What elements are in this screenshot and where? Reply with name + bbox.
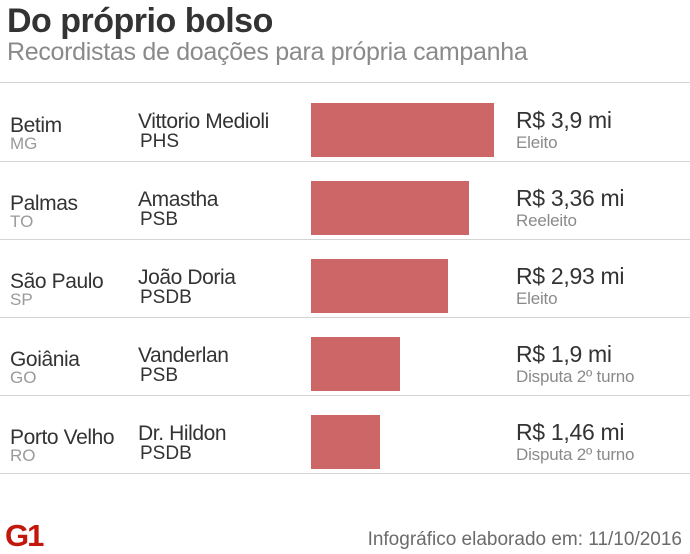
state-label: RO [10,446,36,465]
party-label: PSDB [140,443,192,464]
bar-porto-velho [311,415,380,469]
bar-palmas [311,181,469,235]
table-row: Porto Velho RO Dr. Hildon PSDB R$ 1,46 m… [0,395,690,474]
bar-sao-paulo [311,259,448,313]
status-label: Eleito [516,289,558,308]
bar-betim [311,103,494,157]
party-label: PSB [140,365,179,386]
state-label: MG [10,134,38,153]
state-label: GO [10,368,37,387]
state-label: TO [10,212,34,231]
city-label: Palmas [10,192,78,215]
status-label: Eleito [516,133,558,152]
value-label: R$ 3,36 mi [516,185,625,211]
value-label: R$ 1,46 mi [516,419,625,445]
status-label: Reeleito [516,211,577,230]
candidate-label: Dr. Hildon [138,422,227,445]
status-label: Disputa 2º turno [516,445,635,464]
party-label: PSDB [140,287,192,308]
bar-goiania [311,337,400,391]
state-label: SP [10,290,33,309]
party-label: PSB [140,209,179,230]
party-label: PHS [140,131,180,152]
table-row: São Paulo SP João Doria PSDB R$ 2,93 mi … [0,239,690,318]
city-label: Betim [10,114,62,137]
candidate-label: João Doria [138,266,236,289]
candidate-label: Vanderlan [138,344,229,367]
status-label: Disputa 2º turno [516,367,635,386]
city-label: Goiânia [10,348,80,371]
value-label: R$ 2,93 mi [516,263,625,289]
candidate-label: Amastha [138,188,219,211]
footer-credit: Infográfico elaborado em: 11/10/2016 [367,529,682,550]
chart-subtitle: Recordistas de doações para própria camp… [7,38,528,66]
city-label: São Paulo [10,270,104,293]
city-label: Porto Velho [10,426,115,449]
value-label: R$ 1,9 mi [516,341,612,367]
value-label: R$ 3,9 mi [516,107,612,133]
table-row: Palmas TO Amastha PSB R$ 3,36 mi Reeleit… [0,161,690,240]
table-row: Betim MG Vittorio Medioli PHS R$ 3,9 mi … [0,83,690,162]
chart-title: Do próprio bolso [7,2,273,40]
g1-logo-text: G1 [5,519,44,549]
table-row: Goiânia GO Vanderlan PSB R$ 1,9 mi Dispu… [0,317,690,396]
g1-logo-icon: G1 [5,519,44,549]
top-divider [0,82,690,83]
candidate-label: Vittorio Medioli [138,110,269,133]
